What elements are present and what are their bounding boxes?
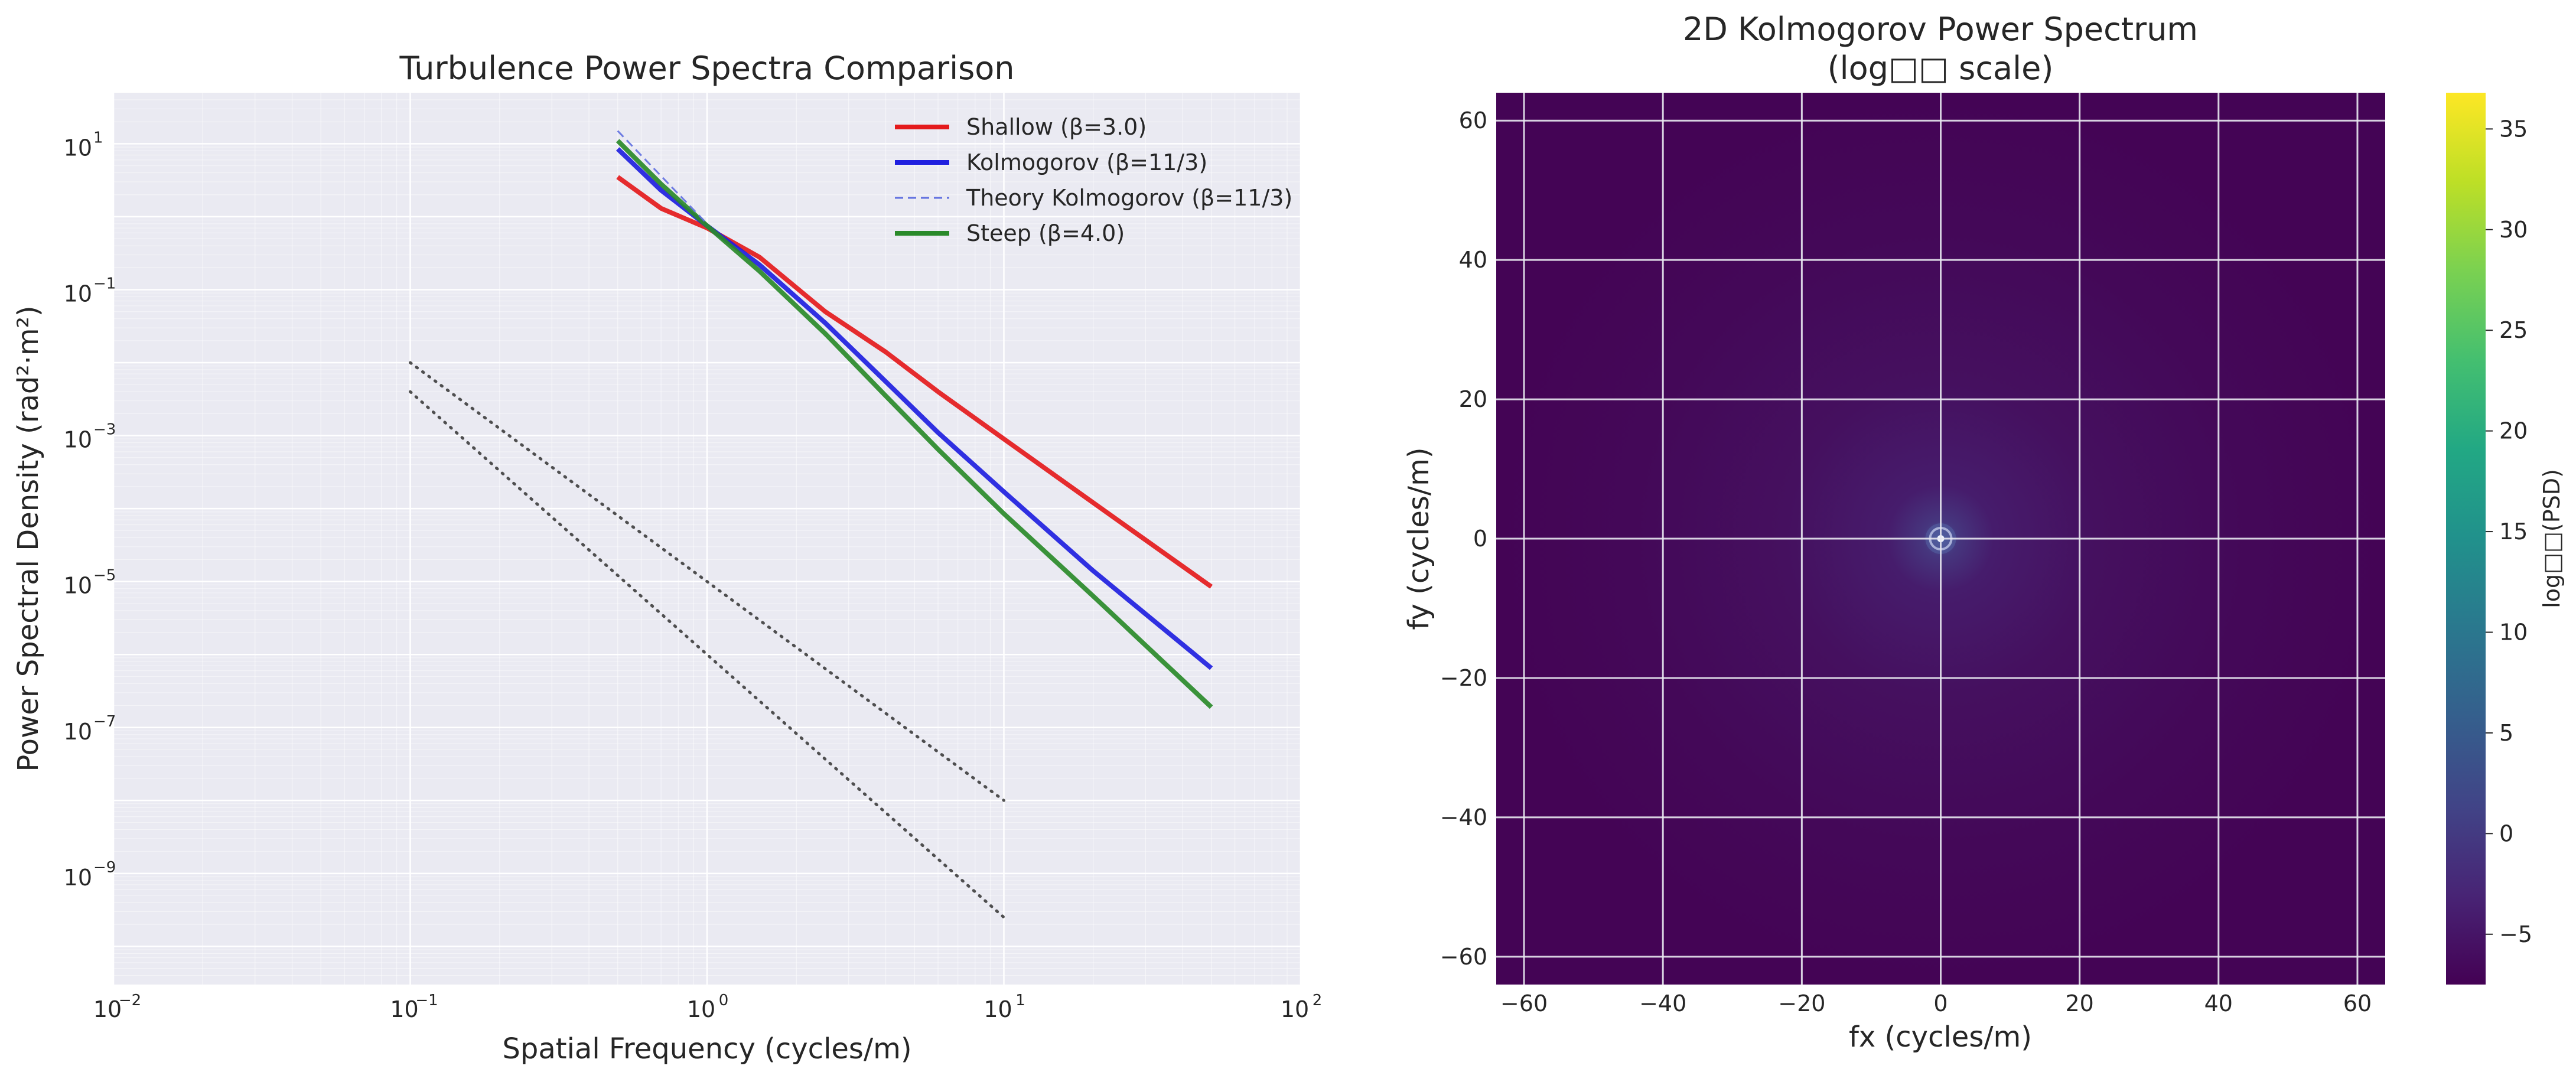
series-line — [616, 175, 1213, 589]
x-tick-labels: −60 −40 −20 0 20 40 60 — [1500, 990, 2372, 1016]
x-tick-label: −20 — [1778, 990, 1825, 1016]
2d-spectrum-heatmap: −60 −40 −20 0 20 40 60 60 40 20 0 −20 −40 −60 2D Kol… — [1402, 11, 2565, 1054]
legend-label: Kolmogorov (β=11/3) — [966, 149, 1207, 175]
colorbar-tick-label: −5 — [2499, 921, 2532, 947]
y-tick-exponent: −7 — [93, 713, 116, 731]
legend-label: Shallow (β=3.0) — [966, 114, 1147, 140]
colorbar-tick-label: 10 — [2499, 619, 2528, 645]
y-tick-label: 40 — [1459, 247, 1487, 273]
x-tick-exponent: 1 — [1015, 992, 1025, 1009]
x-axis-label: fx (cycles/m) — [1849, 1021, 2032, 1054]
heatmap-title: 2D Kolmogorov Power Spectrum — [1683, 11, 2198, 48]
legend: Shallow (β=3.0) Kolmogorov (β=11/3) Theory… — [895, 114, 1292, 246]
x-tick-labels: 10−2 10−1 10 0 10 1 10 2 — [93, 992, 1322, 1022]
legend-label: Steep (β=4.0) — [966, 220, 1125, 246]
y-tick-label: 10 — [64, 573, 92, 599]
y-axis-label: Power Spectral Density (rad²·m²) — [12, 305, 45, 771]
x-tick-label: 60 — [2343, 990, 2372, 1016]
x-tick-label: −60 — [1500, 990, 1548, 1016]
y-axis-label: fy (cycles/m) — [1402, 447, 1435, 630]
y-tick-label: 20 — [1459, 386, 1487, 412]
x-axis-label: Spatial Frequency (cycles/m) — [502, 1032, 911, 1065]
colorbar-label: log□□(PSD) — [2539, 469, 2565, 608]
x-tick-label: −40 — [1639, 990, 1686, 1016]
x-tick-exponent: 0 — [719, 992, 729, 1009]
y-tick-labels: 60 40 20 0 −20 −40 −60 — [1440, 107, 1487, 970]
x-tick-label: 10 — [983, 996, 1012, 1022]
colorbar-tick-label: 35 — [2499, 116, 2528, 142]
colorbar-tick-label: 20 — [2499, 418, 2528, 444]
colorbar-tick-label: 15 — [2499, 519, 2528, 545]
y-tick-label: −60 — [1440, 944, 1487, 970]
y-tick-label: 60 — [1459, 107, 1487, 133]
x-tick-label: 40 — [2204, 990, 2233, 1016]
series-line — [409, 390, 1005, 919]
major-gridlines — [112, 93, 1302, 985]
x-tick-label: 10 — [93, 996, 122, 1022]
y-tick-exponent: 1 — [93, 129, 103, 146]
y-tick-label: 10 — [64, 135, 92, 161]
x-tick-label: 10 — [390, 996, 418, 1022]
legend-label: Theory Kolmogorov (β=11/3) — [966, 185, 1292, 211]
colorbar-tick-label: 5 — [2499, 720, 2513, 746]
y-tick-exponent: −3 — [93, 421, 116, 439]
y-tick-label: −20 — [1440, 665, 1487, 691]
y-tick-label: −40 — [1440, 804, 1487, 830]
x-tick-exponent: 2 — [1313, 992, 1323, 1009]
colorbar-tick-label: 0 — [2499, 820, 2513, 846]
y-tick-exponent: −9 — [93, 859, 116, 876]
colorbar — [2446, 93, 2486, 985]
chart-title: Turbulence Power Spectra Comparison — [399, 50, 1014, 87]
gridlines — [1496, 93, 2385, 985]
colorbar-tick-label: 25 — [2499, 317, 2528, 343]
x-tick-label: 10 — [687, 996, 715, 1022]
y-tick-exponent: −5 — [93, 567, 116, 585]
series-line — [409, 361, 1005, 802]
x-tick-exponent: −1 — [415, 992, 438, 1009]
y-tick-label: 10 — [64, 281, 92, 307]
series-line — [617, 130, 708, 224]
x-tick-exponent: −2 — [119, 992, 141, 1009]
y-tick-label: 0 — [1473, 526, 1487, 552]
colorbar-tick-labels: 35 30 25 20 15 10 5 0 −5 — [2486, 116, 2532, 947]
x-tick-label: 10 — [1281, 996, 1309, 1022]
series-line — [615, 139, 1213, 709]
series-lines — [409, 130, 1213, 919]
y-tick-label: 10 — [64, 865, 92, 891]
x-tick-label: 0 — [1933, 990, 1948, 1016]
heatmap-title-line2: (log□□ scale) — [1828, 50, 2054, 87]
x-tick-label: 20 — [2065, 990, 2093, 1016]
y-tick-label: 10 — [64, 719, 92, 745]
colorbar-tick-label: 30 — [2499, 217, 2528, 243]
y-tick-exponent: −1 — [93, 275, 116, 292]
y-tick-label: 10 — [64, 427, 92, 453]
